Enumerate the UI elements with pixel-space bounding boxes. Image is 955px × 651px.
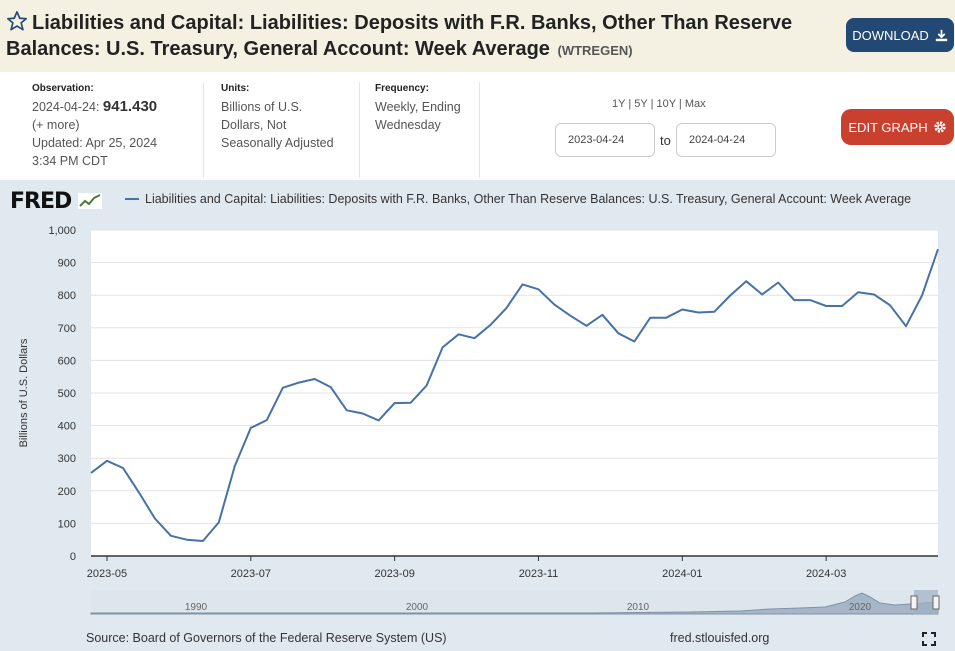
- series-id: (WTREGEN): [557, 43, 633, 58]
- edit-graph-button[interactable]: EDIT GRAPH: [841, 109, 954, 145]
- y-tick-label: 200: [58, 486, 76, 498]
- y-axis-label: Billions of U.S. Dollars: [18, 338, 30, 447]
- meta-panel: Observation: 2024-04-24: 941.430 (+ more…: [0, 72, 955, 180]
- range-5y[interactable]: 5Y: [634, 98, 648, 110]
- observation-value: 941.430: [102, 98, 158, 115]
- frequency-label: Frequency:: [375, 83, 429, 94]
- units-block: Units: Billions of U.S. Dollars, Not Sea…: [221, 82, 341, 152]
- updated-text: Updated: Apr 25, 2024: [32, 136, 158, 150]
- range-10y[interactable]: 10Y: [656, 98, 676, 110]
- frequency-block: Frequency: Weekly, Ending Wednesday: [375, 82, 475, 134]
- logo-chart-icon: [77, 193, 102, 209]
- header-bar: Liabilities and Capital: Liabilities: De…: [0, 0, 955, 72]
- divider: [479, 82, 480, 178]
- gear-icon: [933, 121, 946, 133]
- x-tick-label: 2023-05: [87, 568, 127, 580]
- observation-date: 2024-04-24:: [32, 100, 100, 114]
- divider: [203, 82, 204, 178]
- updated-time: 3:34 PM CDT: [32, 154, 108, 168]
- navigator-label: 1990: [185, 602, 208, 613]
- source-url[interactable]: fred.stlouisfed.org: [670, 631, 770, 645]
- observation-block: Observation: 2024-04-24: 941.430 (+ more…: [32, 82, 202, 170]
- star-icon[interactable]: [6, 10, 28, 32]
- navigator-handle[interactable]: [910, 595, 918, 610]
- y-tick-label: 600: [58, 355, 76, 367]
- more-link[interactable]: (+ more): [32, 118, 80, 132]
- x-tick-label: 2023-07: [231, 568, 271, 580]
- navigator-label: 2020: [849, 602, 872, 613]
- navigator-label: 2000: [406, 602, 429, 613]
- y-tick-label: 1,000: [48, 225, 76, 237]
- download-icon: [935, 29, 947, 41]
- y-tick-label: 100: [58, 518, 76, 530]
- y-tick-label: 300: [58, 453, 76, 465]
- y-tick-label: 0: [70, 551, 76, 563]
- y-tick-label: 400: [58, 421, 76, 433]
- logo-text: FRED: [10, 189, 72, 214]
- frequency-value: Weekly, Ending Wednesday: [375, 100, 461, 132]
- y-tick-label: 800: [58, 290, 76, 302]
- range-selector: 1Y | 5Y | 10Y | Max: [612, 98, 706, 110]
- source-text: Source: Board of Governors of the Federa…: [86, 631, 447, 645]
- start-date-input[interactable]: 2023-04-24: [555, 123, 655, 157]
- navigator-label: 2010: [627, 602, 650, 613]
- chart-legend: Liabilities and Capital: Liabilities: De…: [125, 192, 911, 206]
- download-button[interactable]: DOWNLOAD: [846, 18, 954, 52]
- end-date-input[interactable]: 2024-04-24: [676, 123, 776, 157]
- divider: [359, 82, 360, 178]
- units-value: Billions of U.S. Dollars, Not Seasonally…: [221, 100, 334, 150]
- download-label: DOWNLOAD: [852, 27, 929, 43]
- y-tick-label: 900: [58, 258, 76, 270]
- y-tick-label: 500: [58, 388, 76, 400]
- units-label: Units:: [221, 83, 250, 94]
- fred-logo: FRED: [10, 189, 102, 214]
- to-label: to: [660, 133, 671, 148]
- x-tick-label: 2023-11: [519, 568, 559, 580]
- fullscreen-icon[interactable]: [922, 632, 936, 646]
- navigator-handle[interactable]: [932, 595, 940, 610]
- y-tick-label: 700: [58, 323, 76, 335]
- title-text: Liabilities and Capital: Liabilities: De…: [6, 12, 793, 60]
- legend-label: Liabilities and Capital: Liabilities: De…: [145, 192, 912, 206]
- page-title: Liabilities and Capital: Liabilities: De…: [6, 10, 836, 64]
- x-tick-label: 2023-09: [374, 568, 414, 580]
- range-1y[interactable]: 1Y: [612, 98, 626, 110]
- x-tick-label: 2024-01: [662, 568, 702, 580]
- legend-line-icon: [125, 198, 139, 200]
- x-tick-label: 2024-03: [806, 568, 846, 580]
- series-line: [90, 248, 939, 542]
- edit-graph-label: EDIT GRAPH: [848, 119, 928, 135]
- observation-label: Observation:: [32, 83, 94, 94]
- range-max[interactable]: Max: [684, 98, 706, 110]
